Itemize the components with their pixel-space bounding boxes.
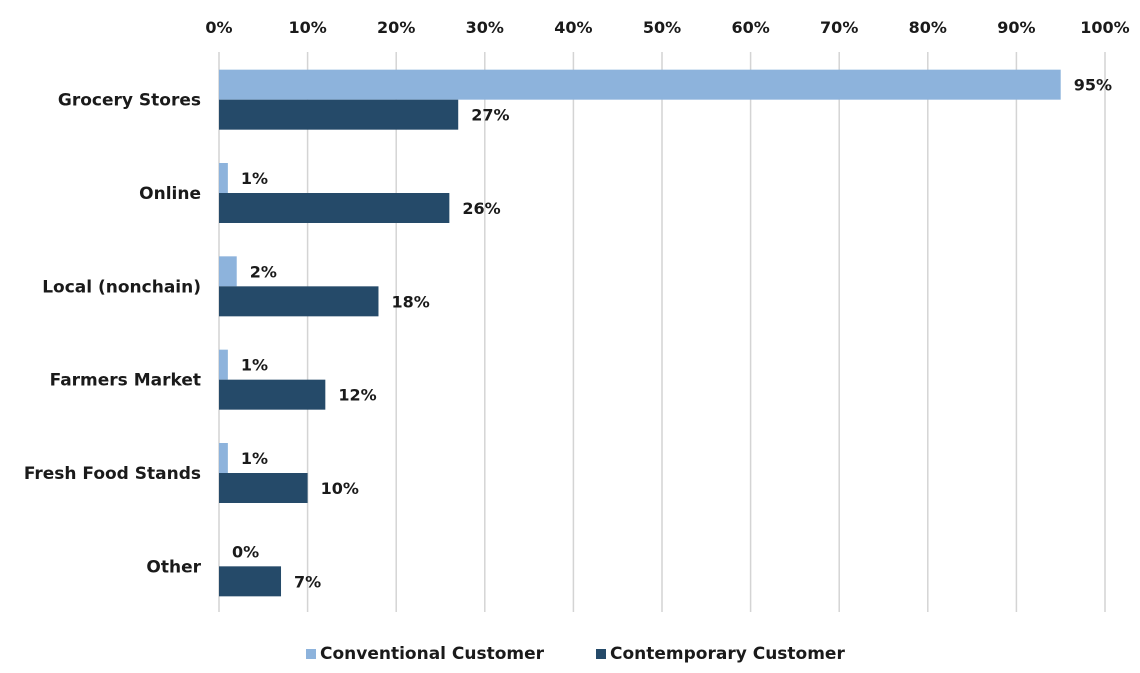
category-label: Grocery Stores xyxy=(58,91,201,111)
data-label: 0% xyxy=(232,542,259,561)
data-label: 95% xyxy=(1074,76,1112,95)
x-tick-label: 60% xyxy=(731,18,769,37)
category-label: Local (nonchain) xyxy=(42,277,201,297)
x-tick-label: 50% xyxy=(643,18,681,37)
data-label: 10% xyxy=(321,479,359,498)
bar xyxy=(219,286,379,317)
data-label: 12% xyxy=(338,386,376,405)
x-tick-label: 0% xyxy=(205,18,232,37)
x-tick-label: 100% xyxy=(1080,18,1129,37)
category-label: Fresh Food Stands xyxy=(24,464,201,484)
legend-label: Conventional Customer xyxy=(320,644,545,664)
bar xyxy=(219,193,450,223)
x-tick-label: 70% xyxy=(820,18,858,37)
x-tick-label: 90% xyxy=(997,18,1035,37)
data-label: 1% xyxy=(241,169,268,188)
bar xyxy=(219,99,459,130)
bar xyxy=(219,163,228,193)
x-tick-label: 80% xyxy=(909,18,947,37)
x-axis-ticks: 0% 10% 20% 30% 40% 50% 60% 70% 80% 90% 100% xyxy=(205,18,1129,37)
category-labels: Grocery Stores Online Local (nonchain) Farm… xyxy=(24,91,202,578)
bar xyxy=(219,379,326,410)
data-label: 27% xyxy=(471,106,509,125)
data-labels: 95% 27% 1% 26% 2% 18% 1% 12% 1% 10% 0% 7% xyxy=(232,76,1112,592)
legend-label: Contemporary Customer xyxy=(610,644,845,664)
data-label: 7% xyxy=(294,572,321,591)
data-label: 1% xyxy=(241,356,268,375)
x-tick-label: 30% xyxy=(466,18,504,37)
category-label: Other xyxy=(146,557,201,577)
category-label: Farmers Market xyxy=(50,371,201,391)
legend: Conventional Customer Contemporary Custom… xyxy=(306,644,845,664)
bar xyxy=(219,473,308,503)
bar xyxy=(219,443,228,473)
bar xyxy=(219,256,237,287)
x-tick-label: 10% xyxy=(288,18,326,37)
data-label: 26% xyxy=(462,199,500,218)
x-tick-label: 20% xyxy=(377,18,415,37)
data-label: 1% xyxy=(241,449,268,468)
category-label: Online xyxy=(139,184,201,204)
data-label: 2% xyxy=(250,262,277,281)
bar xyxy=(219,69,1061,100)
bar xyxy=(219,349,228,380)
grid-lines xyxy=(218,52,1106,612)
data-label: 18% xyxy=(391,292,429,311)
bar xyxy=(219,566,282,597)
x-tick-label: 40% xyxy=(554,18,592,37)
legend-swatch xyxy=(596,649,606,659)
legend-swatch xyxy=(306,649,316,659)
bars xyxy=(219,69,1061,597)
